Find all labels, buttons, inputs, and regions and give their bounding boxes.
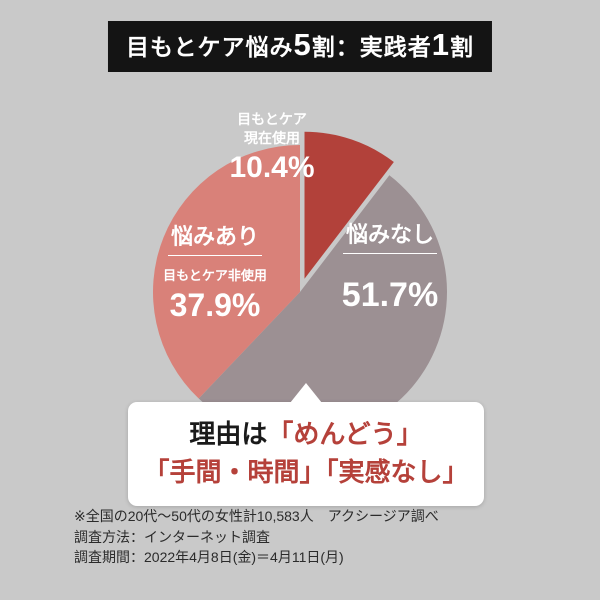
callout-reason: 「めんどう」 — [267, 419, 423, 449]
header-banner: 目もとケア悩み 5 割：実践者 1 割 — [107, 21, 493, 72]
header-number: 5 — [293, 27, 312, 62]
reason-callout: 理由は「めんどう」 「手間・時間」「実感なし」 — [128, 383, 484, 506]
slice-value: 37.9% — [169, 287, 261, 323]
header-text: 目もとケア悩み — [125, 34, 294, 60]
survey-footnote: ※全国の20代〜50代の女性計10,583人 アクシージア調べ 調査方法：インタ… — [74, 506, 439, 568]
header-number: 1 — [431, 27, 451, 62]
slice-label-line: 現在使用 — [244, 130, 300, 146]
pie-slice — [153, 145, 300, 399]
header-text: 割：実践者 — [311, 34, 432, 60]
slice-value: 10.4% — [229, 151, 315, 184]
slice-value: 51.7% — [341, 276, 439, 314]
slice-title: 悩みあり — [167, 219, 262, 256]
slice-subtitle: 目もとケア非使用 — [163, 268, 267, 283]
footnote-line: ※全国の20代〜50代の女性計10,583人 アクシージア調べ — [74, 508, 439, 524]
pie-slice — [304, 131, 394, 279]
slice-label-current-use: 目もとケア 現在使用 10.4% — [192, 110, 352, 185]
slice-label-worry: 悩みあり 目もとケア非使用 37.9% — [146, 219, 284, 324]
callout-reason: 「手間・時間」「実感なし」 — [143, 457, 469, 487]
callout-prefix: 理由は — [189, 419, 268, 449]
footnote-line: 調査期間：2022年4月8日(金)＝4月11日(月) — [74, 549, 344, 565]
footnote-line: 調査方法：インターネット調査 — [74, 528, 270, 545]
slice-label-line: 目もとケア — [237, 111, 307, 127]
callout-pointer — [290, 383, 322, 403]
slice-title: 悩みなし — [342, 217, 437, 254]
header-text: 割 — [450, 34, 475, 60]
slice-label-no-worry: 悩みなし 51.7% — [328, 217, 452, 315]
pie-slice — [198, 175, 448, 440]
